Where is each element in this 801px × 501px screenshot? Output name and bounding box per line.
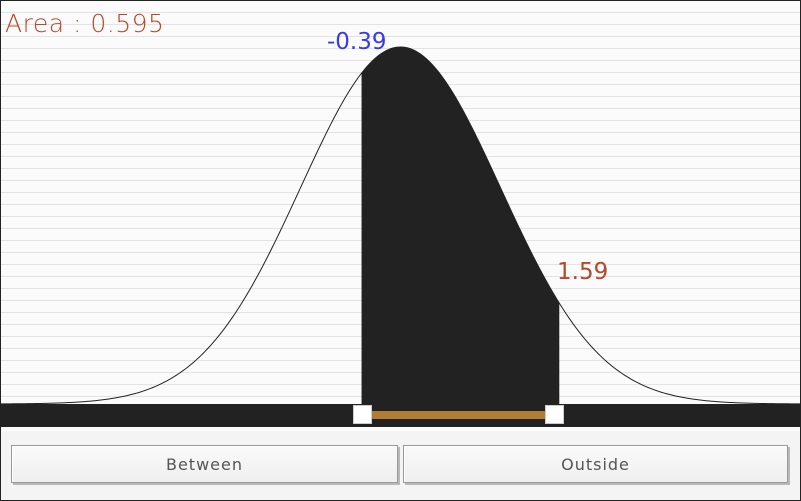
button-bar: Between Outside (1, 431, 800, 500)
range-slider-selection (371, 411, 547, 419)
normal-curve-line (1, 46, 800, 404)
lower-bound-handle[interactable] (353, 405, 372, 424)
upper-bound-handle[interactable] (545, 405, 564, 424)
between-button[interactable]: Between (11, 445, 398, 483)
area-readout: Area : 0.595 (5, 9, 165, 38)
lower-bound-label: -0.39 (327, 29, 387, 55)
shaded-area (361, 47, 560, 404)
outside-button[interactable]: Outside (403, 445, 788, 483)
distribution-plot: Area : 0.595 -0.39 1.59 (1, 1, 800, 431)
upper-bound-label: 1.59 (557, 259, 609, 285)
normal-curve-chart (1, 46, 800, 404)
